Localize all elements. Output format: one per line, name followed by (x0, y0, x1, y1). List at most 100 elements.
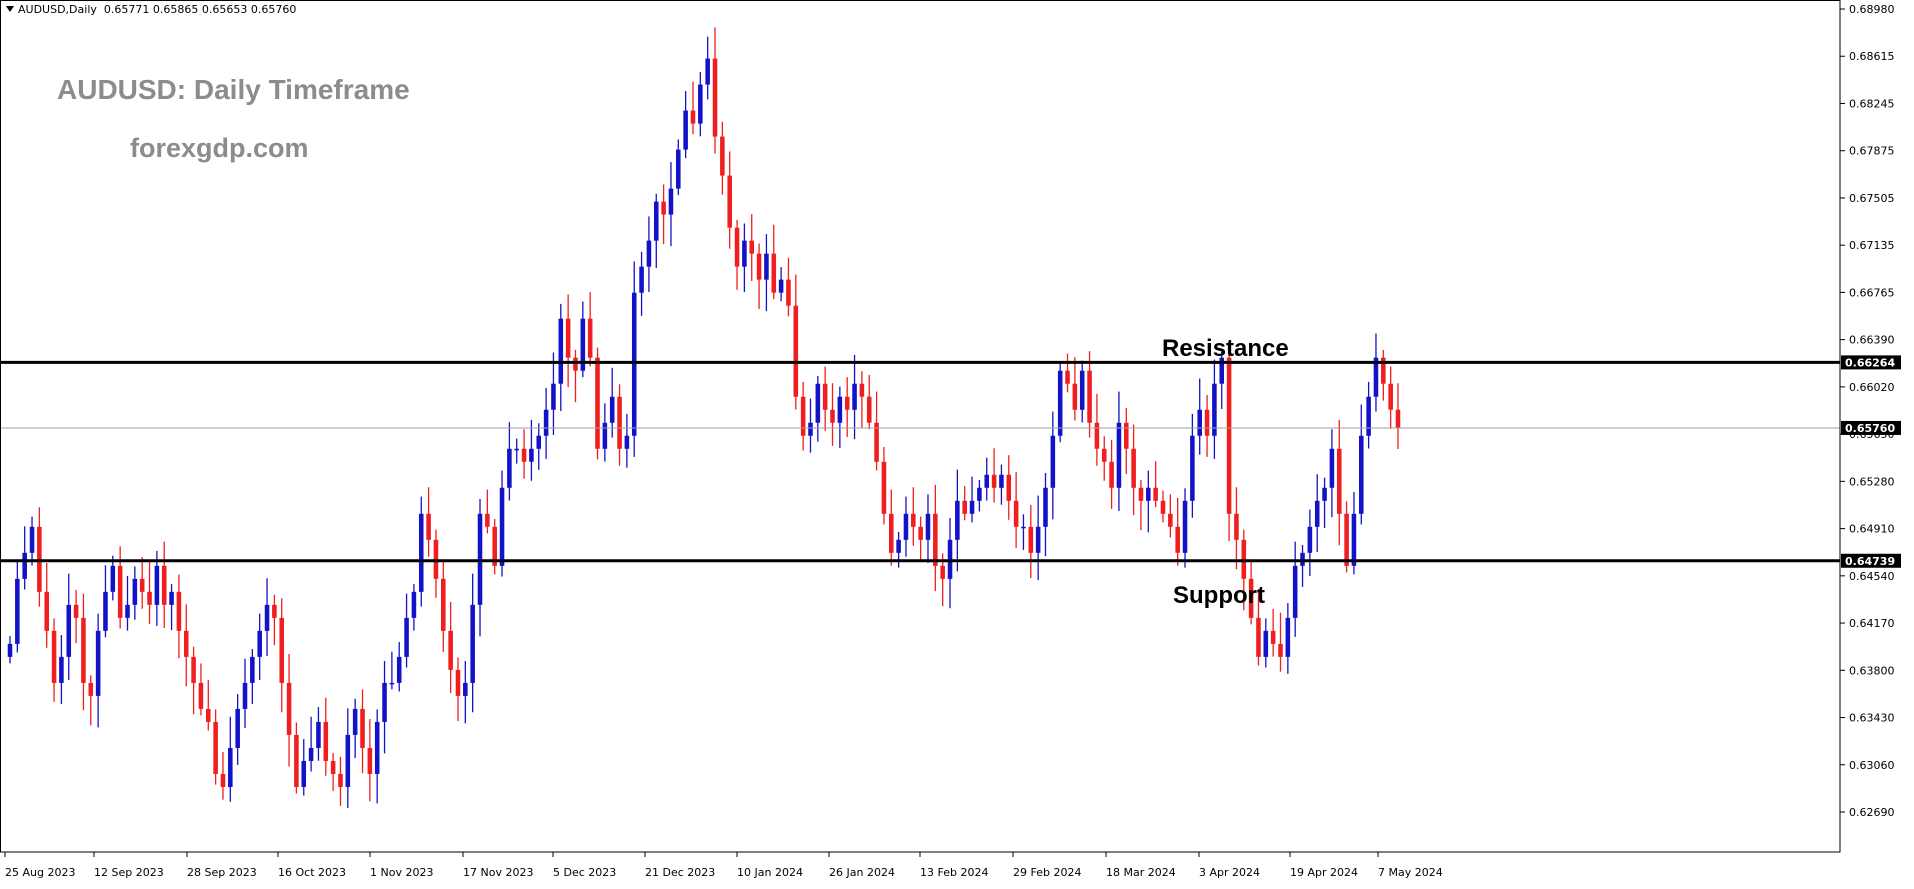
candle-body (1116, 422, 1122, 488)
candle-body (59, 656, 64, 683)
candle-body (441, 578, 446, 631)
candle-body (1344, 513, 1349, 566)
candle-body (154, 565, 160, 605)
candle-body (147, 591, 152, 605)
candle-body (1219, 357, 1225, 384)
candle-body (1109, 461, 1114, 488)
candle-body (1322, 487, 1327, 501)
candle-body (734, 227, 740, 267)
x-tick-label: 25 Aug 2023 (5, 866, 75, 879)
candle-body (1028, 526, 1034, 553)
candle-body (176, 591, 182, 631)
candle-body (110, 565, 116, 592)
candle-body (690, 110, 696, 124)
candle-body (29, 526, 35, 553)
candle-body (676, 149, 681, 189)
candle-body (1138, 487, 1144, 501)
x-tick-label: 1 Nov 2023 (370, 866, 433, 879)
candle-body (602, 422, 608, 449)
current-price-tag (1841, 420, 1901, 435)
x-tick-label: 10 Jan 2024 (737, 866, 803, 879)
candle-body (426, 513, 431, 540)
x-tick-label: 18 Mar 2024 (1106, 866, 1176, 879)
candle-body (1366, 396, 1371, 436)
candle-body (213, 721, 218, 774)
y-tick-label: 0.68245 (1849, 97, 1895, 110)
candle-body (573, 357, 578, 371)
candle-body (881, 461, 887, 514)
candle-body (793, 305, 799, 397)
candle-body (977, 487, 982, 501)
candle-body (1190, 435, 1195, 501)
candle-body (183, 630, 189, 657)
candle-body (264, 604, 270, 631)
candle-body (360, 708, 365, 748)
candle-body (529, 448, 534, 462)
resistance-label: Resistance (1162, 335, 1289, 362)
candle-body (925, 513, 931, 540)
candle-body (250, 656, 255, 683)
candle-body (808, 422, 813, 436)
candle-body (844, 396, 850, 410)
x-tick-label: 12 Sep 2023 (94, 866, 164, 879)
candle-body (396, 656, 402, 683)
candle-body (22, 552, 27, 579)
candle-body (455, 669, 461, 696)
candle-body (683, 110, 688, 150)
candle-body (984, 474, 990, 488)
candle-body (1373, 357, 1379, 397)
candle-body (1146, 487, 1151, 501)
candle-body (756, 253, 762, 280)
candle-body (139, 578, 145, 592)
candle-body (191, 656, 196, 683)
dropdown-triangle-icon[interactable] (6, 6, 14, 12)
y-tick-label: 0.62690 (1849, 806, 1895, 819)
candle-body (1256, 617, 1261, 657)
y-tick-label: 0.66390 (1849, 334, 1895, 347)
candle-body (1035, 526, 1041, 553)
candle-body (1285, 617, 1291, 657)
candle-body (66, 604, 72, 657)
candle-body (778, 279, 784, 293)
candle-body (352, 708, 358, 735)
y-tick-label: 0.64540 (1849, 570, 1895, 583)
candle-body (830, 409, 835, 423)
candle-body (1329, 448, 1335, 488)
candle-body (653, 201, 659, 241)
candle-body (918, 526, 923, 540)
candle-body (220, 773, 226, 787)
support-tag-label: 0.64739 (1845, 555, 1895, 568)
candle-body (1388, 383, 1393, 410)
candle-body (580, 318, 586, 371)
candle-body (786, 279, 791, 306)
candle-body (382, 682, 387, 722)
candle-body (866, 396, 872, 423)
candle-body (1381, 357, 1386, 384)
candle-body (800, 396, 806, 436)
candle-body (558, 318, 564, 384)
candle-body (837, 396, 843, 423)
candle-body (374, 721, 380, 774)
candle-body (771, 253, 777, 293)
candle-body (712, 58, 718, 137)
candle-body (95, 630, 101, 696)
candle-body (1021, 526, 1026, 529)
candle-body (624, 435, 630, 449)
candle-body (323, 721, 329, 761)
candle-body (896, 539, 901, 553)
candle-body (1087, 370, 1092, 423)
x-tick-label: 16 Oct 2023 (278, 866, 346, 879)
candle-body (859, 383, 865, 397)
candle-body (242, 682, 248, 709)
y-tick-label: 0.66765 (1849, 286, 1895, 299)
candle-body (1065, 370, 1070, 384)
candle-body (969, 500, 975, 514)
candle-body (1160, 500, 1166, 514)
current-price-tag-label: 0.65760 (1845, 422, 1895, 435)
candle-body (1197, 409, 1202, 436)
candle-body (411, 591, 417, 618)
y-tick-label: 0.67135 (1849, 239, 1895, 252)
